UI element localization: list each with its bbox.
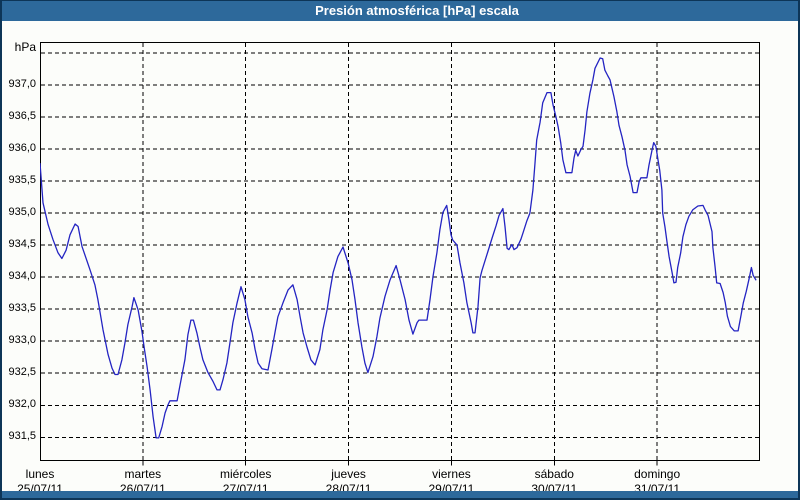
- frame-bottom: [0, 498, 800, 500]
- bottom-accent-bar: [2, 491, 798, 498]
- day-name: sábado: [534, 467, 574, 481]
- day-name: jueves: [331, 467, 366, 481]
- day-name: domingo: [634, 467, 681, 481]
- pressure-line: [40, 57, 757, 439]
- chart-title: Presión atmosférica [hPa] escala: [315, 3, 519, 18]
- day-name: lunes: [25, 467, 55, 481]
- day-name: viernes: [432, 467, 471, 481]
- y-axis-unit-label: hPa: [14, 40, 36, 54]
- plot-svg: [40, 42, 760, 466]
- frame-right: [798, 0, 800, 500]
- frame-top: [0, 0, 800, 1]
- day-name: martes: [124, 467, 162, 481]
- y-tick-label: 935,5: [8, 174, 36, 187]
- y-tick-label: 932,0: [8, 398, 36, 411]
- y-tick-label: 934,5: [8, 238, 36, 251]
- frame-left: [0, 0, 2, 500]
- chart-title-bar: Presión atmosférica [hPa] escala: [0, 0, 800, 21]
- day-name: miércoles: [220, 467, 272, 481]
- y-tick-label: 936,5: [8, 109, 36, 122]
- y-tick-label: 933,0: [8, 334, 36, 347]
- y-tick-label: 936,0: [8, 141, 36, 154]
- y-tick-label: 934,0: [8, 270, 36, 283]
- plot-border: [40, 42, 760, 461]
- y-tick-label: 935,0: [8, 206, 36, 219]
- y-tick-label: 933,5: [8, 302, 36, 315]
- y-tick-label: 932,5: [8, 366, 36, 379]
- y-tick-label: 937,0: [8, 77, 36, 90]
- y-tick-label: 931,5: [8, 430, 36, 443]
